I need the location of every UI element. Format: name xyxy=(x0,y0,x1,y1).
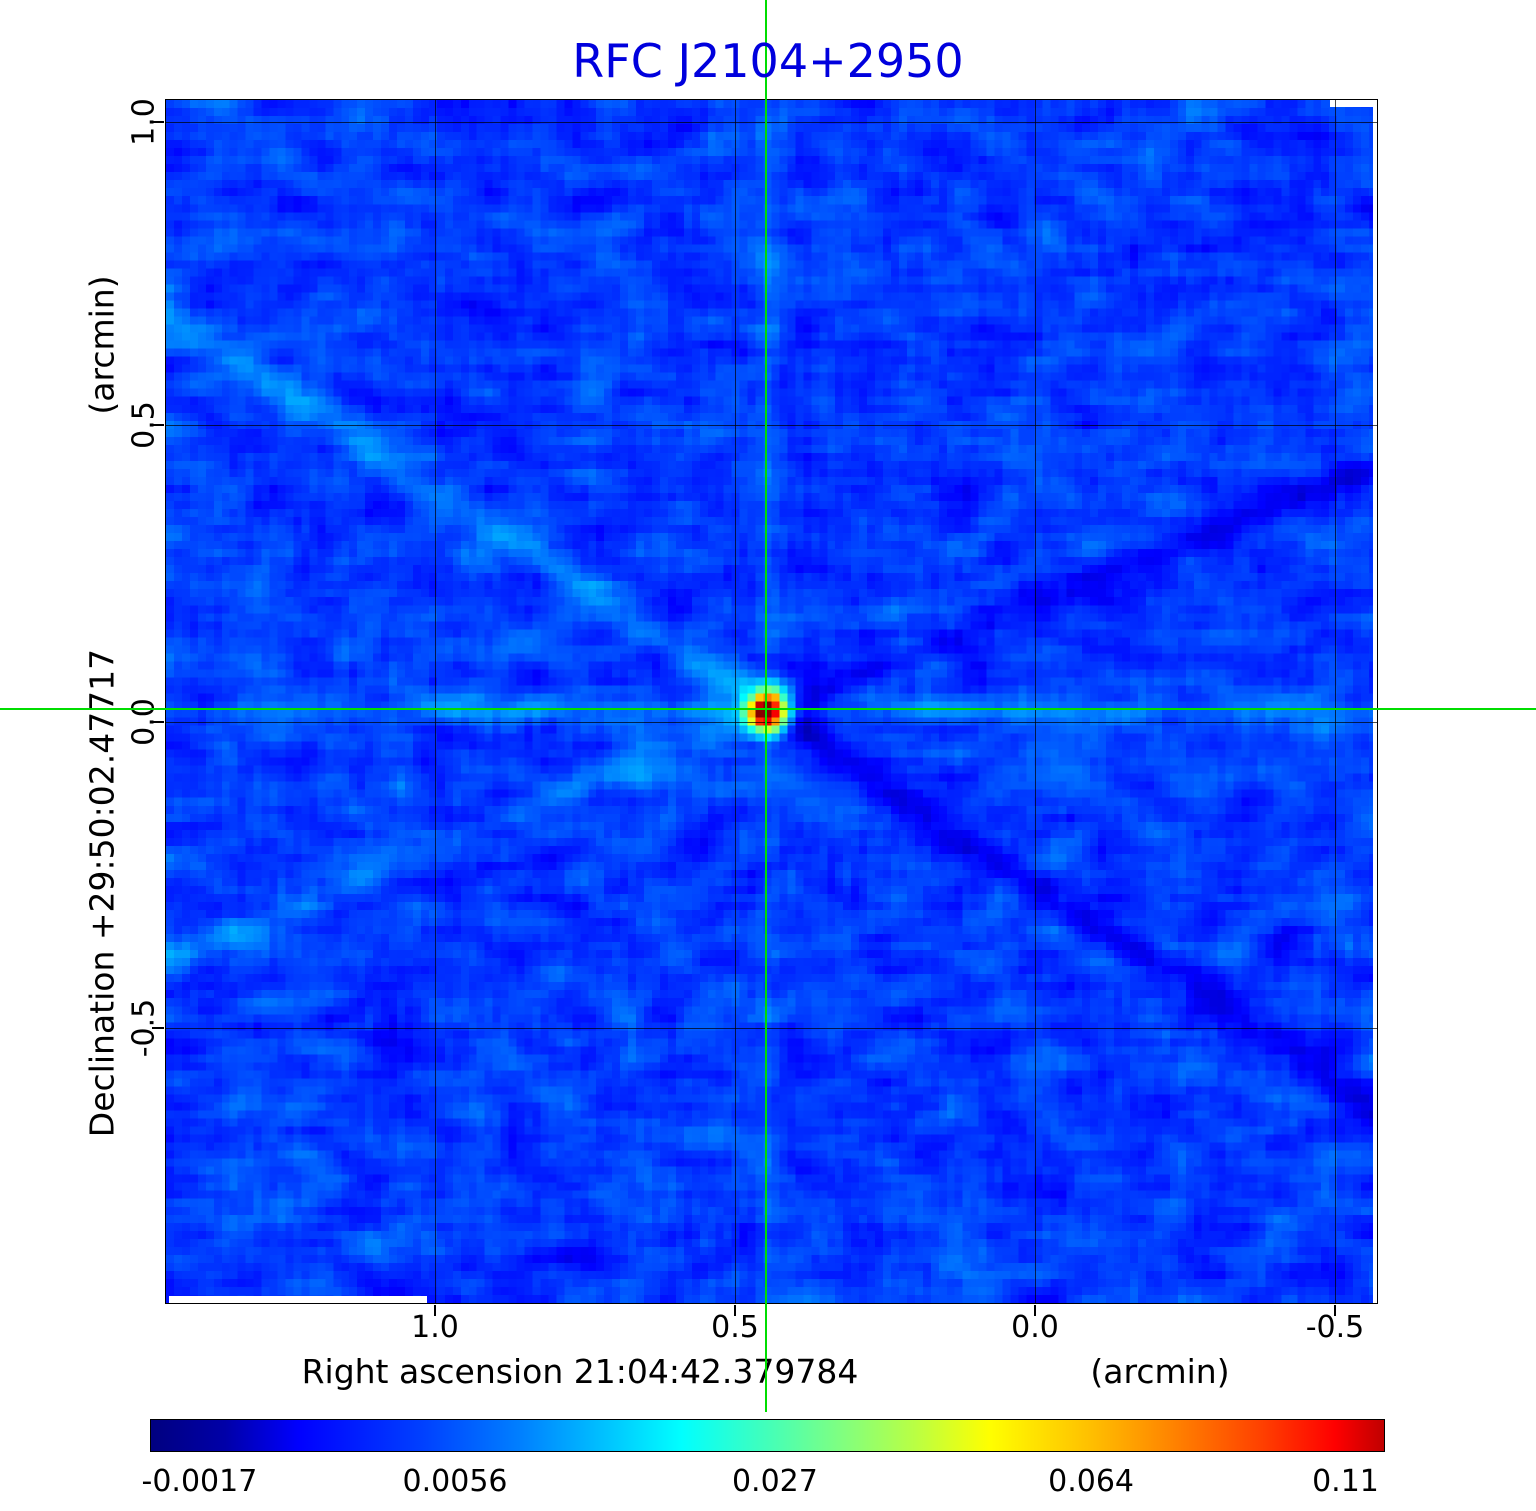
x-axis-unit: (arcmin) xyxy=(1090,1352,1230,1391)
crosshair-horizontal-line xyxy=(0,708,1536,710)
x-axis-tick xyxy=(1334,1305,1336,1316)
gridline-horizontal xyxy=(166,1028,1377,1029)
gridline-horizontal xyxy=(166,722,1377,723)
x-axis-tick xyxy=(434,1305,436,1316)
y-axis-tick xyxy=(152,1027,164,1029)
colorbar-tick-label: 0.027 xyxy=(731,1464,818,1499)
colorbar-tick-label: 0.064 xyxy=(1048,1464,1135,1499)
y-axis-tick xyxy=(152,121,164,123)
map-edge-artifact xyxy=(1330,100,1375,107)
y-axis-label: Declination +29:50:02.47717 xyxy=(82,648,122,1138)
colorbar-tick-label: 0.11 xyxy=(1312,1464,1379,1499)
x-axis-tick xyxy=(1034,1305,1036,1316)
gridline-horizontal xyxy=(166,122,1377,123)
y-axis-unit: (arcmin) xyxy=(82,275,122,415)
map-edge-artifact xyxy=(1373,100,1377,1303)
gridline-horizontal xyxy=(166,425,1377,426)
x-axis-label: Right ascension 21:04:42.379784 xyxy=(301,1352,859,1391)
y-axis-tick xyxy=(152,721,164,723)
colorbar-tick-label: -0.0017 xyxy=(141,1464,258,1499)
gridline-vertical xyxy=(735,100,736,1303)
plot-area xyxy=(165,99,1378,1304)
radio-map-canvas xyxy=(166,100,1377,1303)
map-edge-artifact xyxy=(169,1296,427,1303)
gridline-vertical xyxy=(435,100,436,1303)
x-axis-tick xyxy=(734,1305,736,1316)
colorbar-tick-label: 0.0056 xyxy=(402,1464,508,1499)
y-axis-tick xyxy=(152,424,164,426)
figure-title: RFC J2104+2950 xyxy=(572,34,964,88)
gridline-vertical xyxy=(1335,100,1336,1303)
gridline-vertical xyxy=(1035,100,1036,1303)
colorbar-gradient xyxy=(150,1419,1385,1452)
crosshair-vertical-line xyxy=(765,0,767,1412)
